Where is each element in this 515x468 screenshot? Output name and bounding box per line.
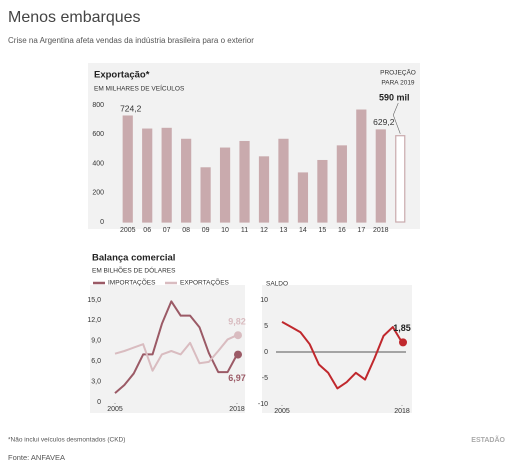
x-tick-label: 14 [299, 227, 307, 234]
y-tick-label: 0 [264, 349, 268, 356]
bar [278, 138, 289, 223]
y-tick-label: 0 [100, 219, 104, 226]
chart-subtitle: EM BILHÕES DE DÓLARES [92, 266, 176, 275]
x-tick-label: 17 [357, 227, 365, 234]
annotation: PARA 2019 [381, 80, 415, 87]
value-label: 724,2 [120, 103, 142, 113]
x-tick-label: 08 [182, 227, 190, 234]
chart-title: Balança comercial [92, 253, 175, 264]
end-dot [234, 331, 242, 340]
logo: ESTADÃO [471, 435, 505, 444]
bar [297, 172, 309, 223]
bar [122, 115, 133, 223]
source: Fonte: ANFAVEA [8, 453, 65, 462]
y-tick-label: -10 [258, 401, 268, 408]
value-label: 6,97 [228, 373, 246, 383]
value-label: 629,2 [373, 117, 395, 127]
bar [239, 140, 250, 223]
bar [375, 129, 386, 223]
y-tick-label: 9,0 [91, 338, 101, 345]
footnote: *Não inclui veículos desmontados (CKD) [8, 437, 125, 444]
connector [392, 102, 401, 134]
x-tick-label: 2018 [373, 227, 389, 234]
x-tick-label: 15 [319, 227, 327, 234]
y-tick-label: 600 [92, 131, 104, 138]
bar [356, 109, 367, 223]
panel [262, 285, 412, 413]
legend-label: EXPORTAÇÕES [180, 278, 230, 287]
x-tick-label: 16 [338, 227, 346, 234]
bar [219, 147, 231, 223]
bar [181, 138, 192, 223]
chart-subtitle: EM MILHARES DE VEÍCULOS [94, 84, 185, 93]
y-tick-label: 200 [92, 190, 104, 197]
value-label: 590 mil [379, 92, 410, 102]
y-tick-label: 10 [260, 297, 268, 304]
x-tick-label: 2018 [394, 408, 410, 415]
subtitle: Crise na Argentina afeta vendas da indús… [8, 36, 254, 45]
y-tick-label: 12,0 [87, 317, 101, 324]
y-tick-label: 800 [92, 102, 104, 109]
x-tick-label: 06 [143, 227, 151, 234]
bar [142, 128, 153, 223]
annotation: PROJEÇÃO [380, 68, 416, 77]
legend-label: IMPORTAÇÕES [108, 278, 156, 287]
value-label: 1,85 [393, 323, 411, 333]
bar [336, 145, 347, 223]
x-tick-label: 12 [260, 227, 268, 234]
value-label: 9,82 [228, 317, 246, 327]
y-tick-label: 15,0 [87, 297, 101, 304]
end-dot [399, 338, 407, 347]
y-tick-label: 400 [92, 160, 104, 167]
x-tick-label: 07 [163, 227, 171, 234]
bar [258, 156, 270, 223]
y-tick-label: 0 [97, 399, 101, 406]
chart-title: SALDO [266, 281, 288, 288]
end-dot [234, 350, 242, 359]
panel [90, 285, 245, 413]
x-tick-label: 2018 [229, 406, 245, 413]
x-tick-label: 2005 [120, 227, 136, 234]
y-tick-label: -5 [262, 375, 268, 382]
bar [161, 127, 172, 223]
title: Menos embarques [8, 9, 141, 26]
bar [200, 167, 211, 223]
x-tick-label: 2005 [107, 406, 123, 413]
y-tick-label: 5 [264, 323, 268, 330]
y-tick-label: 6,0 [91, 358, 101, 365]
line [114, 334, 238, 372]
x-tick-label: 13 [280, 227, 288, 234]
x-tick-label: 11 [241, 227, 248, 234]
y-tick-label: 3,0 [91, 378, 101, 385]
line [114, 300, 238, 394]
x-tick-label: 10 [221, 227, 229, 234]
x-tick-label: 09 [202, 227, 210, 234]
chart-title: Exportação* [94, 70, 150, 81]
bar [395, 135, 406, 223]
line [281, 320, 403, 390]
bar [317, 159, 328, 223]
x-tick-label: 2005 [274, 408, 290, 415]
